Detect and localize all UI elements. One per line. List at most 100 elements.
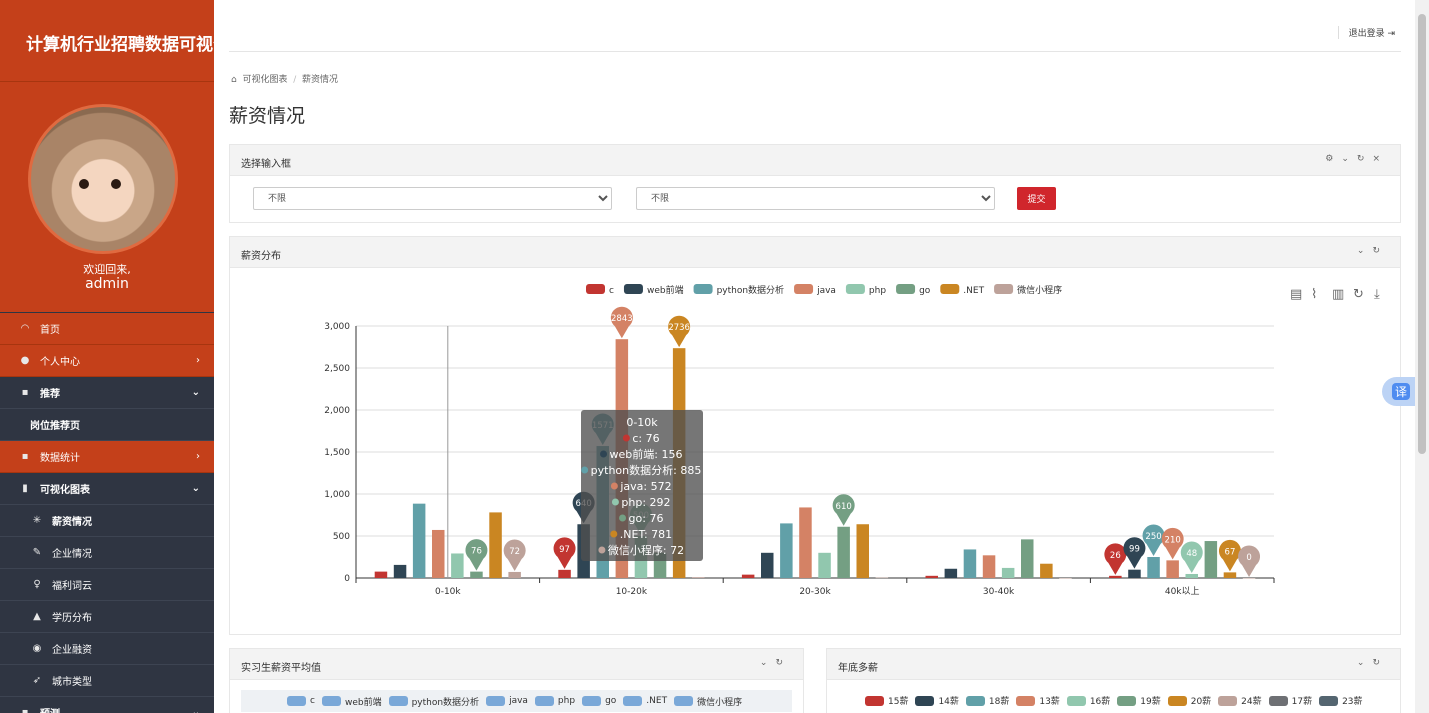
bar[interactable]: [799, 507, 812, 578]
bar[interactable]: [856, 524, 870, 578]
bar[interactable]: [1001, 567, 1015, 578]
bonus-legend-item[interactable]: 19薪: [1117, 694, 1161, 707]
intern-legend-item[interactable]: web前端: [321, 695, 382, 708]
bar[interactable]: [451, 553, 464, 578]
bar[interactable]: [432, 529, 445, 578]
chart-legend-label: python数据分析: [717, 284, 784, 296]
scrollbar[interactable]: [1415, 0, 1429, 713]
intern-legend-item[interactable]: java: [486, 696, 528, 706]
sidebar-item-salary[interactable]: ✳ 薪资情况: [0, 505, 214, 537]
chevron-down-icon[interactable]: ⌄: [759, 658, 776, 668]
bar[interactable]: [1021, 539, 1034, 578]
bar[interactable]: [1147, 557, 1160, 578]
graduation-cap-icon: ▲: [33, 611, 41, 622]
bonus-legend-item[interactable]: 18薪: [965, 694, 1009, 707]
bar[interactable]: [761, 552, 774, 578]
logout-button[interactable]: 退出登录 ⇥: [1337, 26, 1395, 39]
breadcrumb-parent[interactable]: 可视化图表: [242, 75, 288, 85]
sidebar-item-job-recommend[interactable]: 岗位推荐页: [0, 409, 214, 441]
bar[interactable]: [1109, 575, 1122, 578]
legend-swatch: [674, 696, 694, 706]
bar[interactable]: [489, 512, 502, 578]
refresh-icon[interactable]: ↻: [1372, 658, 1388, 668]
data-view-icon[interactable]: ▤: [1290, 287, 1302, 302]
bar[interactable]: [780, 523, 793, 578]
chevron-down-icon[interactable]: ⌄: [1356, 246, 1373, 256]
intern-legend-item[interactable]: .NET: [623, 696, 667, 706]
bonus-legend-item[interactable]: 23薪: [1319, 694, 1363, 707]
sidebar-item-company[interactable]: ✎ 企业情况: [0, 537, 214, 569]
legend-label: .NET: [646, 696, 668, 706]
bonus-legend-item[interactable]: 20薪: [1167, 694, 1211, 707]
sidebar-item-viz-charts[interactable]: ▮ 可视化图表 ⌄: [0, 473, 214, 505]
dashboard-icon: ◠: [20, 323, 30, 334]
bar[interactable]: [692, 577, 705, 578]
gear-icon[interactable]: ⚙: [1325, 154, 1342, 164]
bar[interactable]: [982, 555, 996, 578]
bonus-legend-item[interactable]: 17薪: [1268, 694, 1312, 707]
sidebar-item-predict[interactable]: ▪ 预测 ⌄: [0, 697, 214, 713]
bonus-legend-item[interactable]: 16薪: [1066, 694, 1110, 707]
chevron-down-icon[interactable]: ⌄: [1341, 154, 1357, 164]
close-icon[interactable]: ×: [1372, 154, 1388, 164]
filter-select-1[interactable]: 不限: [253, 187, 612, 210]
submit-button[interactable]: 提交: [1017, 187, 1056, 210]
bar[interactable]: [1242, 578, 1256, 579]
intern-legend-item[interactable]: go: [582, 696, 616, 706]
bar[interactable]: [1204, 541, 1218, 578]
bar[interactable]: [1128, 569, 1141, 578]
bar[interactable]: [837, 526, 850, 578]
chevron-right-icon: ›: [196, 355, 200, 366]
filter-panel-header: 选择输入框 ⚙⌄↻×: [230, 145, 1400, 176]
refresh-icon[interactable]: ↻: [1372, 246, 1388, 256]
sidebar-item-education[interactable]: ▲ 学历分布: [0, 601, 214, 633]
restore-icon[interactable]: ↻: [1353, 287, 1364, 302]
bar[interactable]: [508, 571, 521, 578]
bar[interactable]: [875, 577, 889, 579]
bar[interactable]: [558, 569, 571, 578]
bar[interactable]: [925, 575, 939, 578]
intern-legend-item[interactable]: c: [287, 696, 315, 706]
pin-label: 48: [1186, 549, 1197, 559]
bar[interactable]: [1040, 563, 1053, 578]
intern-legend-item[interactable]: php: [534, 696, 575, 706]
refresh-icon[interactable]: ↻: [1356, 154, 1373, 164]
intern-legend-item[interactable]: python数据分析: [388, 695, 479, 708]
chevron-down-icon[interactable]: ⌄: [1356, 658, 1373, 668]
bonus-legend-item[interactable]: 15薪: [865, 694, 908, 707]
translate-button[interactable]: 译: [1382, 377, 1416, 406]
bar[interactable]: [741, 574, 755, 578]
bar[interactable]: [1223, 572, 1237, 578]
bonus-legend-item[interactable]: 24薪: [1218, 694, 1262, 707]
refresh-icon[interactable]: ↻: [775, 658, 791, 668]
bonus-legend-item[interactable]: 14薪: [915, 694, 959, 707]
sidebar-item-home[interactable]: ◠ 首页: [0, 313, 214, 345]
sidebar-item-financing[interactable]: ◉ 企业融资: [0, 633, 214, 665]
tooltip-title: 0-10k: [626, 416, 658, 429]
sidebar-item-data-stats[interactable]: ▪ 数据统计 ›: [0, 441, 214, 473]
bar-switch-icon[interactable]: ▥: [1332, 287, 1344, 302]
sidebar-item-recommend[interactable]: ▪ 推荐 ⌄: [0, 377, 214, 409]
bar[interactable]: [393, 564, 407, 578]
sidebar-item-city-type[interactable]: ➶ 城市类型: [0, 665, 214, 697]
bar[interactable]: [412, 503, 426, 578]
tooltip-line: 微信小程序: 72: [608, 543, 684, 557]
bar[interactable]: [1166, 560, 1179, 578]
bonus-legend-item[interactable]: 13薪: [1016, 694, 1060, 707]
bar[interactable]: [944, 568, 958, 578]
bar[interactable]: [818, 552, 831, 578]
line-switch-icon[interactable]: ⌇: [1311, 287, 1317, 302]
bar[interactable]: [1059, 578, 1072, 579]
legend-label: 微信小程序: [697, 697, 743, 708]
bar[interactable]: [963, 549, 977, 578]
bar[interactable]: [470, 571, 483, 578]
salary-bar-chart[interactable]: c web前端 python数据分析 java php go .NET 微信小程序 ▤ ⌇ ▥ ↻ ⤓ 0…: [230, 269, 1400, 635]
bar[interactable]: [374, 571, 388, 578]
intern-legend-item[interactable]: 微信小程序: [674, 695, 742, 708]
sidebar-item-profile-center[interactable]: ● 个人中心 ›: [0, 345, 214, 377]
bar[interactable]: [1185, 573, 1199, 578]
sidebar-item-welfare-cloud[interactable]: ♀ 福利词云: [0, 569, 214, 601]
scrollbar-thumb[interactable]: [1418, 14, 1426, 454]
filter-select-2[interactable]: 不限: [636, 187, 995, 210]
download-icon[interactable]: ⤓: [1374, 287, 1380, 302]
